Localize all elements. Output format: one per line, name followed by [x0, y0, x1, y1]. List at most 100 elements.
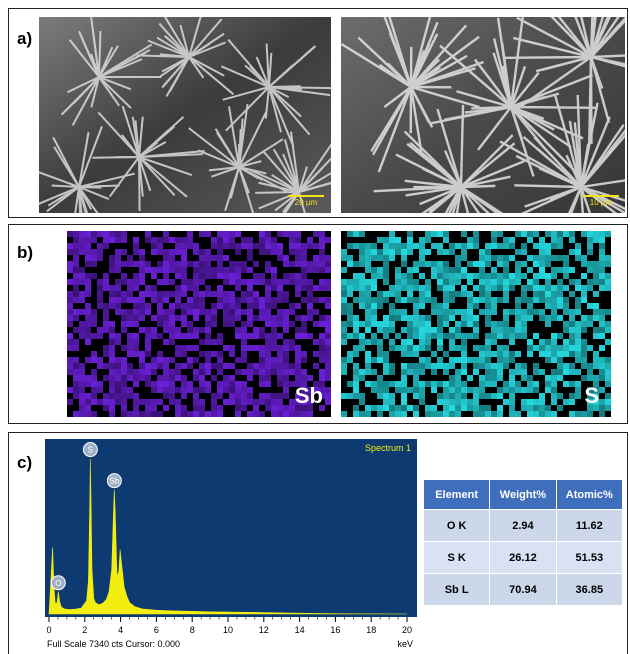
map-pixel [395, 315, 401, 321]
map-pixel [377, 303, 383, 309]
map-pixel [169, 279, 175, 285]
map-pixel [253, 363, 259, 369]
map-pixel [425, 327, 431, 333]
map-pixel [295, 255, 301, 261]
map-pixel [467, 243, 473, 249]
map-pixel [79, 309, 85, 315]
map-pixel [115, 369, 121, 375]
map-pixel [301, 327, 307, 333]
needle-crystal [268, 86, 311, 136]
map-pixel [127, 351, 133, 357]
map-pixel [241, 267, 247, 273]
map-pixel [85, 291, 91, 297]
map-pixel [259, 309, 265, 315]
map-pixel [407, 243, 413, 249]
map-pixel [169, 357, 175, 363]
map-pixel [509, 237, 515, 243]
map-pixel [575, 303, 581, 309]
map-pixel [301, 297, 307, 303]
map-pixel [497, 273, 503, 279]
map-pixel [569, 291, 575, 297]
table-cell: 70.94 [489, 573, 557, 606]
map-pixel [383, 399, 389, 405]
map-pixel [217, 381, 223, 387]
needle-crystal [444, 186, 463, 213]
map-pixel [319, 279, 325, 285]
map-pixel [319, 315, 325, 321]
map-pixel [539, 243, 545, 249]
table-cell: 11.62 [555, 509, 624, 542]
map-pixel [277, 363, 283, 369]
map-pixel [509, 387, 515, 393]
map-pixel [467, 291, 473, 297]
map-pixel [359, 291, 365, 297]
map-pixel [229, 297, 235, 303]
needle-crystal [138, 150, 205, 158]
map-pixel [521, 399, 527, 405]
map-pixel [247, 279, 253, 285]
map-pixel [395, 309, 401, 315]
map-pixel [133, 321, 139, 327]
map-pixel [539, 297, 545, 303]
map-pixel [229, 309, 235, 315]
map-pixel [545, 285, 551, 291]
map-pixel [515, 369, 521, 375]
map-pixel [79, 249, 85, 255]
map-pixel [133, 393, 139, 399]
map-pixel [241, 381, 247, 387]
map-pixel [395, 279, 401, 285]
map-pixel [265, 279, 271, 285]
map-pixel [593, 291, 599, 297]
map-pixel [205, 357, 211, 363]
map-pixel [407, 237, 413, 243]
map-pixel [229, 267, 235, 273]
map-pixel [551, 309, 557, 315]
map-pixel [211, 255, 217, 261]
map-pixel [229, 351, 235, 357]
x-tick-label: 14 [295, 625, 305, 635]
needle-crystal [179, 24, 190, 58]
map-pixel [341, 333, 347, 339]
needle-crystal [265, 43, 270, 88]
needle-crystal [138, 156, 188, 198]
map-pixel [431, 333, 437, 339]
map-pixel [265, 345, 271, 351]
map-pixel [563, 321, 569, 327]
map-pixel [389, 405, 395, 411]
map-pixel [563, 309, 569, 315]
map-pixel [431, 309, 437, 315]
needle-crystal [90, 76, 100, 108]
map-pixel [575, 345, 581, 351]
map-pixel [485, 273, 491, 279]
map-pixel [413, 297, 419, 303]
map-pixel [247, 369, 253, 375]
map-pixel [277, 243, 283, 249]
map-pixel [413, 411, 419, 417]
needle-crystal [371, 86, 413, 156]
map-pixel [295, 375, 301, 381]
map-pixel [437, 279, 443, 285]
map-pixel [521, 333, 527, 339]
map-pixel [133, 285, 139, 291]
needle-crystal [509, 65, 527, 108]
map-pixel [359, 261, 365, 267]
map-pixel [551, 351, 557, 357]
map-pixel [91, 351, 97, 357]
map-pixel [229, 393, 235, 399]
map-pixel [503, 273, 509, 279]
map-pixel [449, 243, 455, 249]
map-pixel [223, 291, 229, 297]
needle-crystal [455, 186, 463, 213]
map-pixel [97, 249, 103, 255]
map-pixel [527, 309, 533, 315]
map-pixel [503, 381, 509, 387]
map-pixel [199, 381, 205, 387]
map-pixel [103, 285, 109, 291]
map-pixel [461, 333, 467, 339]
map-pixel [283, 261, 289, 267]
map-pixel [431, 273, 437, 279]
map-pixel [575, 327, 581, 333]
map-pixel [389, 291, 395, 297]
map-pixel [389, 237, 395, 243]
map-pixel [491, 297, 497, 303]
